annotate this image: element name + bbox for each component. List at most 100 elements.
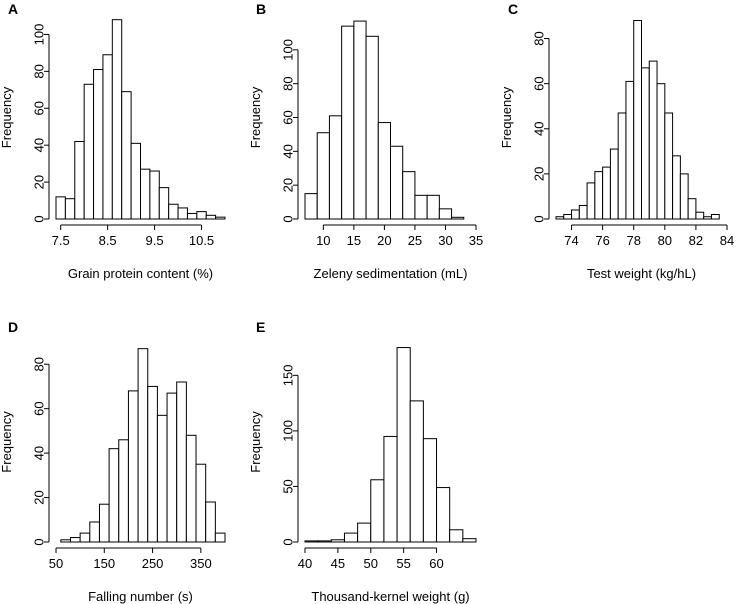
histogram-bar-d-5 [108, 448, 120, 543]
histogram-bar-b-12 [451, 216, 465, 220]
y-tick-label-b-5: 100 [281, 39, 296, 61]
histogram-bar-a-7 [121, 91, 132, 220]
x-tick-label-c-3: 80 [658, 233, 672, 248]
panel-letter-e: E [256, 319, 265, 335]
y-tick-label-d-1: 20 [32, 490, 47, 504]
histogram-bar-e-10 [436, 487, 451, 543]
histogram-bar-e-5 [370, 479, 385, 543]
histogram-bar-b-9 [414, 194, 428, 220]
histogram-bar-d-3 [89, 521, 100, 543]
histogram-bar-a-9 [140, 168, 151, 220]
histogram-bar-d-9 [147, 385, 158, 543]
histogram-bar-a-16 [205, 214, 217, 220]
histogram-bar-c-16 [679, 173, 689, 220]
histogram-bar-d-11 [166, 392, 178, 543]
histogram-bar-c-7 [609, 148, 619, 220]
panel-letter-d: D [8, 319, 18, 335]
x-axis-title-d: Falling number (s) [88, 589, 193, 604]
y-tick-label-b-3: 60 [281, 110, 296, 124]
y-axis-title-a: Frequency [0, 86, 14, 148]
y-tick-label-c-4: 80 [532, 31, 547, 45]
y-axis-title-d: Frequency [0, 411, 14, 473]
x-tick-label-c-4: 82 [689, 233, 703, 248]
histogram-bar-d-16 [214, 532, 226, 543]
histogram-bar-a-12 [168, 203, 179, 220]
histogram-bar-e-8 [409, 400, 424, 543]
y-tick-label-a-1: 20 [32, 175, 47, 189]
histogram-bar-c-10 [633, 20, 642, 220]
histogram-bar-e-4 [357, 522, 372, 543]
histogram-bar-c-17 [687, 198, 697, 220]
x-tick-label-d-1: 150 [93, 556, 115, 571]
histogram-bar-e-1 [317, 540, 332, 543]
histogram-bar-a-0 [55, 196, 66, 220]
histogram-bar-b-0 [304, 193, 318, 220]
histogram-bar-a-15 [196, 211, 207, 220]
histogram-bar-a-8 [130, 142, 142, 220]
x-tick-label-b-3: 25 [408, 233, 422, 248]
histogram-bar-a-4 [93, 69, 104, 220]
y-tick-label-e-1: 50 [281, 479, 296, 493]
x-tick-label-e-0: 40 [298, 556, 312, 571]
x-tick-label-e-2: 50 [364, 556, 378, 571]
x-tick-label-e-3: 55 [396, 556, 410, 571]
histogram-bar-e-6 [383, 435, 398, 543]
histogram-bar-c-2 [571, 209, 580, 220]
histogram-bar-c-4 [586, 182, 596, 220]
y-axis-title-e: Frequency [248, 411, 263, 473]
histogram-bar-b-2 [328, 115, 343, 220]
histogram-bar-d-12 [176, 381, 187, 543]
y-tick-label-d-4: 80 [32, 357, 47, 371]
y-tick-label-e-3: 150 [281, 364, 296, 386]
histogram-bar-c-14 [664, 112, 674, 220]
panel-letter-a: A [8, 1, 18, 17]
histogram-bar-e-3 [343, 532, 359, 543]
y-tick-label-c-1: 20 [532, 167, 547, 181]
y-tick-label-c-2: 40 [532, 122, 547, 136]
histogram-bar-c-1 [563, 213, 573, 220]
histogram-bar-b-7 [390, 145, 404, 220]
histogram-bar-e-7 [396, 347, 411, 543]
panel-letter-b: B [256, 1, 266, 17]
histogram-bar-c-20 [710, 213, 720, 220]
panel-d: D 50 150 250 350 0 20 40 60 80 Falling number (s) F… [0, 319, 226, 604]
histogram-bar-d-0 [60, 539, 71, 543]
histogram-bar-c-8 [617, 112, 627, 220]
histogram-bar-d-2 [79, 532, 91, 543]
panel-c: C 74 76 78 80 82 84 0 20 40 60 80 Test weight (kg/hL… [499, 1, 734, 281]
x-tick-label-e-1: 45 [331, 556, 345, 571]
panel-b: B 10 15 20 25 30 35 0 20 40 60 80 100 Zeleny sediment… [248, 1, 483, 281]
histogram-bar-b-11 [438, 208, 453, 220]
y-tick-label-d-0: 0 [32, 538, 47, 545]
y-tick-label-b-2: 40 [281, 144, 296, 158]
y-tick-label-b-1: 20 [281, 178, 296, 192]
x-axis-title-c: Test weight (kg/hL) [587, 266, 696, 281]
x-axis-title-b: Zeleny sedimentation (mL) [314, 266, 468, 281]
histogram-bar-a-10 [149, 170, 160, 220]
histogram-bar-b-4 [353, 20, 367, 220]
histogram-bar-a-11 [158, 187, 170, 220]
histogram-bar-e-0 [304, 540, 319, 543]
histogram-bar-b-10 [426, 194, 440, 220]
x-tick-label-b-0: 10 [316, 233, 330, 248]
histogram-bar-d-8 [137, 348, 149, 543]
x-tick-label-b-1: 15 [347, 233, 361, 248]
histogram-bar-a-6 [111, 19, 123, 220]
x-tick-label-c-0: 74 [564, 233, 578, 248]
histogram-bar-e-11 [449, 529, 464, 543]
y-tick-label-a-5: 100 [32, 24, 47, 46]
histogram-bar-d-6 [118, 439, 129, 543]
y-tick-label-c-3: 60 [532, 76, 547, 90]
x-tick-label-d-3: 350 [190, 556, 212, 571]
histogram-bar-a-1 [64, 198, 76, 220]
histogram-bar-d-10 [156, 414, 168, 543]
histogram-bar-c-5 [594, 171, 604, 220]
histogram-bar-d-4 [98, 503, 110, 543]
y-tick-label-a-4: 80 [32, 64, 47, 78]
x-axis-title-e: Thousand-kernel weight (g) [311, 589, 469, 604]
histogram-bar-c-0 [555, 216, 565, 220]
histogram-bar-a-13 [177, 207, 188, 220]
histogram-bar-d-14 [195, 463, 207, 543]
histogram-bar-a-17 [215, 216, 226, 220]
y-tick-label-a-0: 0 [32, 215, 47, 222]
